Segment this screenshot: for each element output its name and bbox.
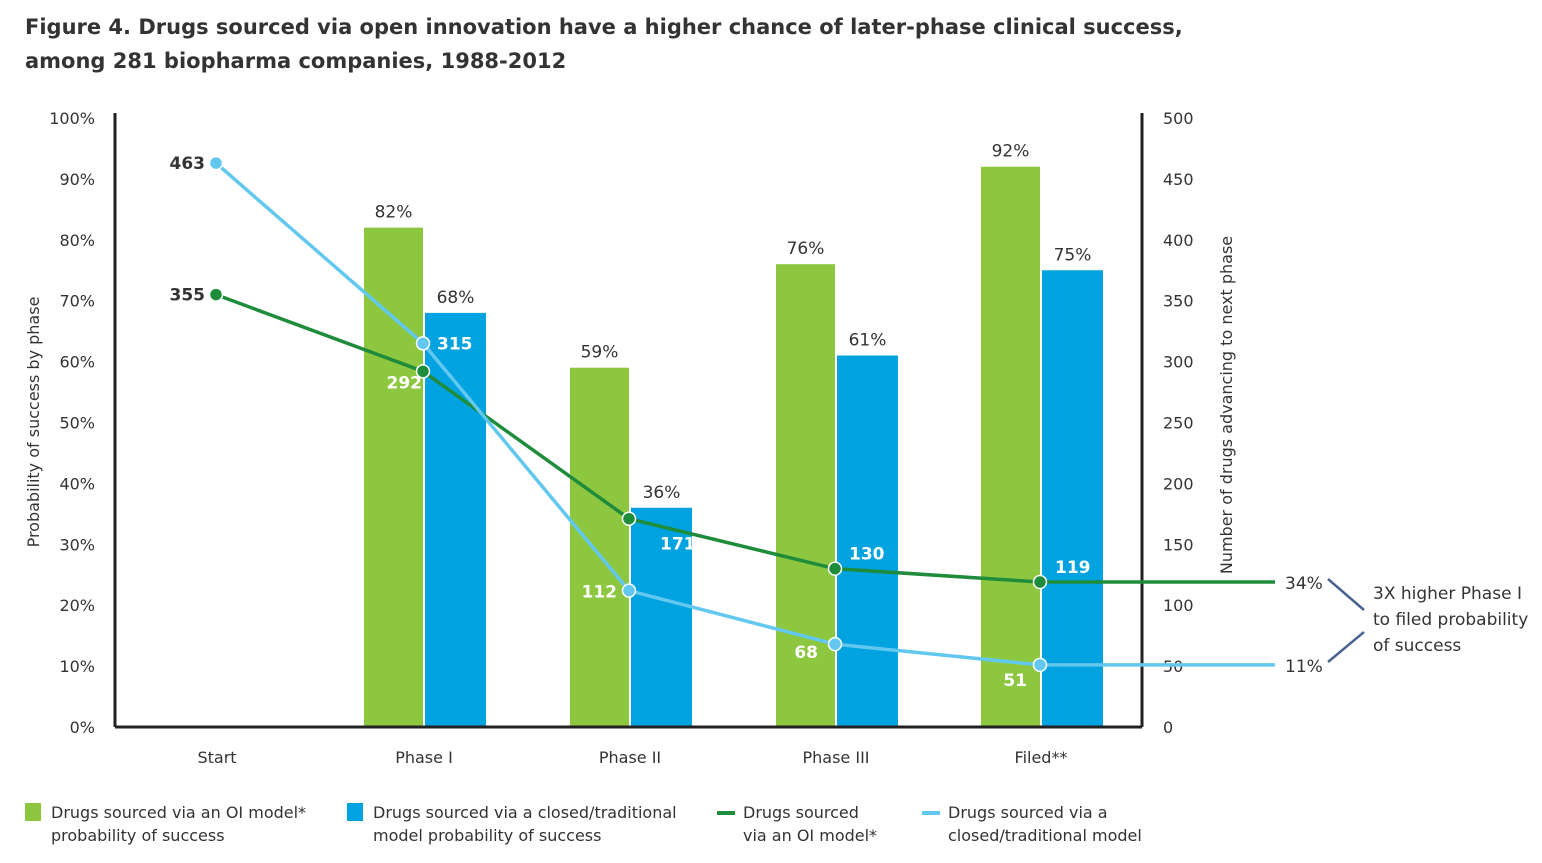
line-point bbox=[827, 636, 843, 652]
y2-tick-label: 100 bbox=[1163, 596, 1194, 615]
point-value-label: 130 bbox=[849, 545, 885, 565]
legend-closed-line: Drugs sourced via a closed/traditional m… bbox=[922, 801, 1142, 847]
line-point bbox=[415, 364, 431, 379]
bar-value-label: 92% bbox=[992, 142, 1030, 162]
legend-oi-bar: Drugs sourced via an OI model* probabili… bbox=[25, 801, 307, 847]
x-tick-label: Phase I bbox=[395, 748, 453, 767]
y2-axis-title: Number of drugs advancing to next phase bbox=[1217, 236, 1236, 574]
bar-oi bbox=[981, 166, 1040, 728]
y-tick-label: 70% bbox=[59, 292, 95, 311]
annotation-text: of success bbox=[1373, 636, 1461, 656]
legend-oi-line: Drugs sourced via an OI model* bbox=[717, 801, 878, 847]
legend-text: model probability of success bbox=[373, 826, 602, 845]
title-line-1: Figure 4. Drugs sourced via open innovat… bbox=[25, 15, 1183, 39]
bar-oi bbox=[570, 367, 629, 727]
annotation-text: 3X higher Phase I bbox=[1373, 584, 1522, 604]
line-point bbox=[1032, 657, 1048, 673]
chart-title: Figure 4. Drugs sourced via open innovat… bbox=[25, 10, 1225, 78]
point-value-label: 463 bbox=[170, 154, 206, 174]
line-point bbox=[621, 511, 637, 526]
line-end-label: 11% bbox=[1285, 657, 1323, 677]
y2-tick-label: 250 bbox=[1163, 414, 1194, 433]
y2-tick-label: 500 bbox=[1163, 109, 1194, 128]
legend-text: probability of success bbox=[51, 826, 225, 845]
point-value-label: 68 bbox=[794, 643, 818, 663]
title-line-2: among 281 biopharma companies, 1988-2012 bbox=[25, 49, 567, 73]
y-tick-label: 10% bbox=[59, 657, 95, 676]
legend-text: Drugs sourced via an OI model* bbox=[51, 803, 307, 822]
legend-closed-bar: Drugs sourced via a closed/traditional m… bbox=[347, 801, 677, 847]
y2-tick-label: 200 bbox=[1163, 474, 1194, 493]
bar-closed bbox=[1042, 270, 1103, 727]
y-tick-label: 20% bbox=[59, 596, 95, 615]
legend-line-lightblue bbox=[922, 811, 940, 815]
y-tick-label: 0% bbox=[70, 718, 95, 737]
line-point bbox=[827, 561, 843, 576]
y-tick-label: 30% bbox=[59, 535, 95, 554]
y2-tick-label: 450 bbox=[1163, 170, 1194, 189]
line-point bbox=[415, 336, 431, 351]
point-value-label: 51 bbox=[1003, 671, 1027, 691]
y-tick-label: 50% bbox=[59, 414, 95, 433]
legend-text: closed/traditional model bbox=[948, 826, 1142, 845]
bracket-line bbox=[1327, 578, 1365, 611]
y-tick-label: 40% bbox=[59, 474, 95, 493]
point-value-label: 171 bbox=[660, 535, 696, 555]
bar-oi bbox=[364, 227, 423, 727]
bracket-line bbox=[1327, 631, 1365, 663]
line-point bbox=[208, 155, 224, 171]
legend-text: via an OI model* bbox=[743, 826, 878, 845]
legend-text: Drugs sourced via a closed/traditional bbox=[373, 803, 677, 822]
bar-value-label: 36% bbox=[643, 483, 681, 503]
x-tick-label: Phase II bbox=[599, 748, 661, 767]
line-point bbox=[208, 287, 224, 302]
y2-tick-label: 300 bbox=[1163, 353, 1194, 372]
bar-value-label: 61% bbox=[849, 331, 887, 351]
y-tick-label: 80% bbox=[59, 231, 95, 250]
legend-text: Drugs sourced via a bbox=[948, 803, 1108, 822]
bar-value-label: 68% bbox=[437, 288, 475, 308]
point-value-label: 112 bbox=[582, 583, 618, 603]
line-closed bbox=[214, 161, 1275, 667]
bar-oi bbox=[776, 264, 835, 727]
x-tick-label: Filed** bbox=[1015, 748, 1068, 767]
point-value-label: 315 bbox=[437, 334, 473, 354]
y-tick-label: 100% bbox=[49, 109, 95, 128]
line-oi bbox=[215, 292, 1275, 584]
bar-value-label: 82% bbox=[375, 203, 413, 223]
y2-tick-label: 0 bbox=[1163, 718, 1173, 737]
line-end-label: 34% bbox=[1285, 574, 1323, 594]
line-point bbox=[1032, 574, 1048, 590]
y2-tick-label: 400 bbox=[1163, 231, 1194, 250]
bar-value-label: 59% bbox=[581, 343, 619, 363]
bar-closed bbox=[425, 312, 486, 727]
bar-closed bbox=[837, 355, 898, 727]
y2-tick-label: 150 bbox=[1163, 535, 1194, 554]
legend-line-darkgreen bbox=[717, 811, 735, 815]
bar-value-label: 76% bbox=[787, 239, 825, 259]
bar-closed bbox=[631, 507, 692, 727]
legend-swatch-green bbox=[25, 803, 41, 821]
x-tick-label: Phase III bbox=[802, 748, 869, 767]
legend-text: Drugs sourced bbox=[743, 803, 859, 822]
point-value-label: 355 bbox=[170, 286, 206, 306]
point-value-label: 119 bbox=[1055, 558, 1091, 578]
line-point bbox=[621, 583, 637, 598]
x-tick-label: Start bbox=[197, 748, 236, 767]
bar-value-label: 75% bbox=[1054, 245, 1092, 265]
point-value-label: 292 bbox=[387, 373, 423, 393]
y-tick-label: 90% bbox=[59, 170, 95, 189]
legend-swatch-blue bbox=[347, 803, 363, 821]
y-tick-label: 60% bbox=[59, 353, 95, 372]
y2-tick-label: 350 bbox=[1163, 292, 1194, 311]
annotation-text: to filed probability bbox=[1373, 610, 1528, 630]
y-axis-title: Probability of success by phase bbox=[24, 297, 43, 548]
